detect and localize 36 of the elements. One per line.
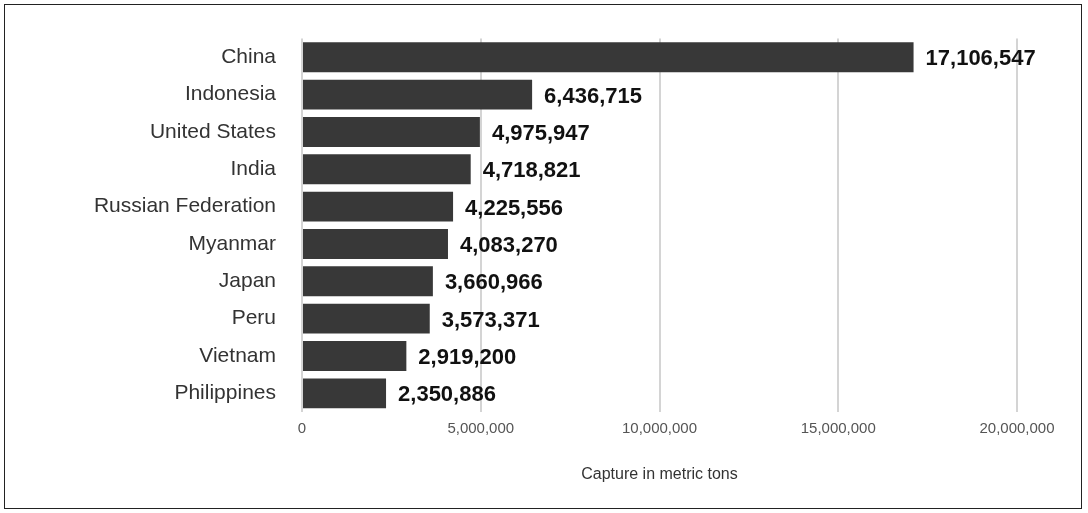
x-tick-label: 10,000,000: [621, 419, 698, 437]
y-tick-label: Myanmar: [188, 230, 276, 254]
y-tick-label: Japan: [218, 268, 276, 292]
y-tick-label: Russian Federation: [93, 193, 276, 217]
data-label: 4,225,556: [465, 194, 563, 220]
y-tick-label: Peru: [231, 305, 276, 329]
bar: [303, 303, 430, 334]
x-tick-label: 15,000,000: [800, 419, 876, 437]
bar: [303, 42, 914, 73]
bar: [303, 341, 407, 371]
bar: [303, 378, 387, 409]
data-label: 4,083,270: [459, 232, 558, 258]
bar: [303, 229, 448, 259]
y-tick-label: Indonesia: [184, 81, 277, 105]
data-label: 4,718,821: [482, 157, 581, 183]
bar: [303, 266, 433, 297]
y-tick-label: India: [230, 156, 277, 180]
y-tick-label: China: [221, 44, 277, 68]
data-label: 3,573,371: [441, 306, 540, 332]
bar: [303, 79, 533, 110]
bar: [303, 191, 454, 222]
y-tick-label: Philippines: [174, 380, 276, 404]
data-label: 17,106,547: [925, 45, 1036, 71]
x-axis-title: Capture in metric tons: [581, 464, 738, 482]
bar: [303, 154, 471, 185]
data-label: 2,350,886: [398, 381, 496, 407]
x-tick-label: 5,000,000: [447, 419, 515, 437]
y-tick-label: Vietnam: [199, 342, 276, 366]
x-tick-label: 20,000,000: [979, 419, 1055, 437]
data-label: 4,975,947: [491, 120, 590, 146]
data-label: 3,660,966: [444, 269, 543, 295]
data-label: 2,919,200: [418, 344, 517, 370]
y-tick-label: United States: [149, 118, 276, 142]
x-tick-label: 0: [297, 419, 307, 437]
bar: [303, 117, 480, 147]
data-label: 6,436,715: [544, 82, 642, 108]
